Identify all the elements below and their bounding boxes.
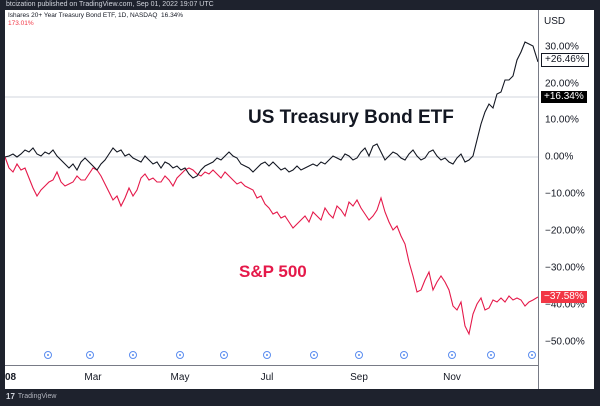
- price-tick: 30.00%: [545, 41, 579, 53]
- dividend-marker-icon[interactable]: [220, 351, 228, 359]
- currency-label: USD: [544, 16, 566, 27]
- bond-etf-annotation: US Treasury Bond ETF: [248, 107, 454, 128]
- time-tick: Jul: [260, 372, 274, 383]
- dividend-marker-icon[interactable]: [528, 351, 536, 359]
- bond-reference-value-tag: +16.34%: [541, 91, 587, 103]
- chart-panel: US Treasury Bond ETF S&P 500 Ishares 20+…: [4, 10, 595, 390]
- price-tick: −30.00%: [545, 262, 585, 274]
- dividend-marker-icon[interactable]: [400, 351, 408, 359]
- legend-value: 16.34%: [161, 12, 184, 19]
- dividend-marker-icon[interactable]: [487, 351, 495, 359]
- dividend-marker-icon[interactable]: [129, 351, 137, 359]
- bond-etf-line: [4, 41, 539, 179]
- sp500-annotation: S&P 500: [239, 262, 307, 281]
- time-tick: May: [170, 372, 190, 383]
- time-tick: Mar: [84, 372, 102, 383]
- price-tick: 0.00%: [545, 151, 574, 163]
- dividend-marker-icon[interactable]: [86, 351, 94, 359]
- sp500-line: [4, 156, 539, 336]
- price-axis[interactable]: USD 30.00% 20.00% 10.00% 0.00% −10.00% −…: [538, 10, 595, 389]
- published-header: btcization published on TradingView.com,…: [6, 1, 214, 8]
- price-tick: −20.00%: [545, 225, 585, 237]
- dividend-marker-icon[interactable]: [355, 351, 363, 359]
- dividend-marker-icon[interactable]: [44, 351, 52, 359]
- price-tick: 10.00%: [545, 114, 579, 126]
- sp500-value-tag: −37.58%: [541, 291, 587, 303]
- chart-lines: [4, 41, 539, 336]
- chart-legend: Ishares 20+ Year Treasury Bond ETF, 1D, …: [8, 12, 183, 28]
- time-axis[interactable]: 08 Mar May Jul Sep Nov: [5, 365, 538, 390]
- footer: 17 TradingView: [6, 392, 56, 401]
- dividend-marker-icon[interactable]: [176, 351, 184, 359]
- time-tick: 08: [5, 372, 17, 383]
- price-tick: 20.00%: [545, 78, 579, 90]
- legend-secondary-value: 173.01%: [8, 20, 34, 27]
- dividend-marker-icon[interactable]: [263, 351, 271, 359]
- footer-brand: TradingView: [17, 393, 57, 400]
- tradingview-logo-icon: 17: [6, 392, 15, 401]
- legend-symbol: Ishares 20+ Year Treasury Bond ETF, 1D, …: [8, 12, 158, 19]
- dividend-marker-icon[interactable]: [310, 351, 318, 359]
- plot-area[interactable]: US Treasury Bond ETF S&P 500: [4, 10, 539, 365]
- price-tick: −40.00%: [545, 299, 585, 311]
- bond-current-value-tag: +26.46%: [541, 53, 589, 67]
- dividend-marker-icon[interactable]: [448, 351, 456, 359]
- price-tick: −50.00%: [545, 336, 585, 348]
- price-tick: −10.00%: [545, 188, 585, 200]
- time-tick: Sep: [350, 372, 368, 383]
- time-tick: Nov: [443, 372, 461, 383]
